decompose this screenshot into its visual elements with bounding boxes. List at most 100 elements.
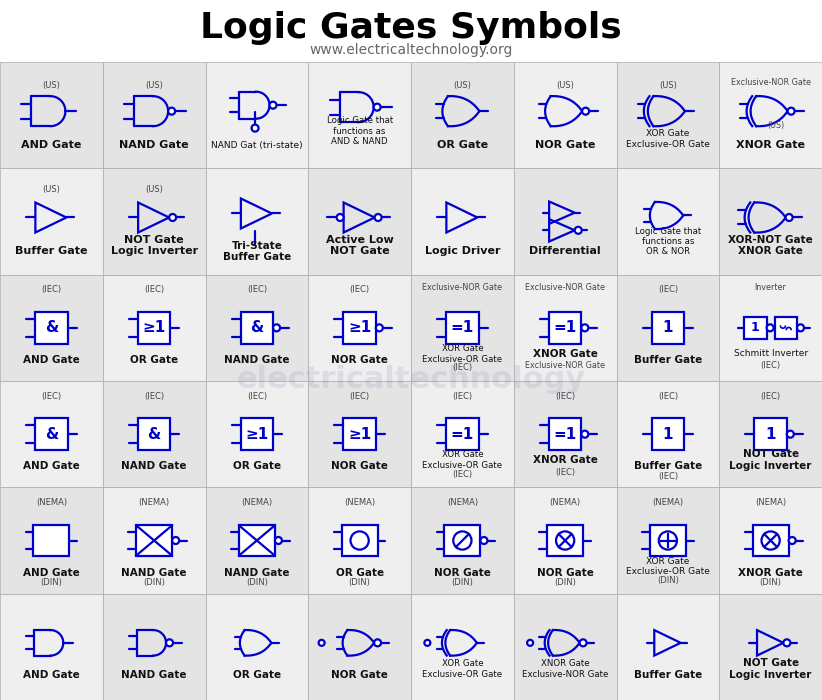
Bar bbox=[308, 381, 411, 487]
Text: NOR Gate: NOR Gate bbox=[331, 355, 388, 365]
Bar bbox=[411, 594, 514, 700]
Bar bbox=[35, 312, 67, 344]
Bar bbox=[616, 168, 719, 274]
Bar bbox=[774, 316, 797, 339]
Text: XNOR Gate: XNOR Gate bbox=[738, 568, 803, 578]
Circle shape bbox=[787, 430, 794, 438]
Bar bbox=[514, 594, 616, 700]
Text: NAND Gate: NAND Gate bbox=[122, 461, 187, 471]
Text: NOR Gate: NOR Gate bbox=[331, 461, 388, 471]
Bar bbox=[547, 525, 583, 556]
Text: XNOR Gate: XNOR Gate bbox=[533, 455, 598, 466]
Text: NOT Gate
Logic Inverter: NOT Gate Logic Inverter bbox=[729, 658, 812, 680]
Text: Buffer Gate: Buffer Gate bbox=[15, 246, 88, 256]
Text: (IEC): (IEC) bbox=[452, 470, 473, 479]
Text: electricaltechnology: electricaltechnology bbox=[237, 365, 585, 395]
Bar bbox=[344, 418, 376, 450]
Circle shape bbox=[581, 324, 589, 331]
Text: AND Gate: AND Gate bbox=[23, 568, 80, 578]
Text: &: & bbox=[147, 427, 161, 442]
Text: XOR Gate
Exclusive-OR Gate: XOR Gate Exclusive-OR Gate bbox=[423, 451, 502, 470]
Text: NOR Gate: NOR Gate bbox=[331, 670, 388, 680]
Circle shape bbox=[787, 108, 795, 115]
Bar bbox=[308, 594, 411, 700]
Text: (NEMA): (NEMA) bbox=[344, 498, 375, 507]
Text: (US): (US) bbox=[145, 185, 163, 194]
Text: (IEC): (IEC) bbox=[144, 286, 164, 294]
Bar bbox=[514, 381, 616, 487]
Text: AND Gate: AND Gate bbox=[23, 355, 80, 365]
Circle shape bbox=[453, 531, 472, 550]
Text: XOR Gate
Exclusive-OR Gate: XOR Gate Exclusive-OR Gate bbox=[626, 130, 710, 149]
Text: 1: 1 bbox=[663, 427, 673, 442]
Bar bbox=[652, 418, 684, 450]
Text: NAND Gat (tri-state): NAND Gat (tri-state) bbox=[211, 141, 302, 150]
Text: (US): (US) bbox=[659, 80, 677, 90]
Bar bbox=[0, 594, 103, 700]
Text: OR Gate: OR Gate bbox=[233, 670, 281, 680]
Circle shape bbox=[480, 537, 487, 544]
Text: Exclusive-NOR Gate: Exclusive-NOR Gate bbox=[423, 284, 502, 293]
Bar bbox=[755, 418, 787, 450]
Text: (NEMA): (NEMA) bbox=[755, 498, 786, 507]
Text: (IEC): (IEC) bbox=[41, 286, 62, 294]
Bar bbox=[35, 418, 67, 450]
Circle shape bbox=[166, 639, 173, 646]
Text: =1: =1 bbox=[553, 321, 577, 335]
Text: NAND Gate: NAND Gate bbox=[122, 670, 187, 680]
Text: Differential: Differential bbox=[529, 246, 601, 256]
Text: ≥1: ≥1 bbox=[348, 427, 372, 442]
Bar bbox=[411, 168, 514, 274]
Text: (IEC): (IEC) bbox=[658, 286, 678, 294]
Text: AND Gate: AND Gate bbox=[23, 670, 80, 680]
Text: (IEC): (IEC) bbox=[760, 392, 781, 400]
Bar bbox=[206, 381, 308, 487]
Text: =1: =1 bbox=[450, 321, 474, 335]
Text: (US): (US) bbox=[767, 120, 784, 130]
Circle shape bbox=[658, 531, 677, 550]
Text: =1: =1 bbox=[450, 427, 474, 442]
Bar bbox=[411, 274, 514, 381]
Text: (US): (US) bbox=[43, 185, 60, 194]
Text: AND Gate: AND Gate bbox=[21, 140, 81, 150]
Circle shape bbox=[797, 324, 804, 331]
Bar bbox=[103, 62, 206, 168]
Bar bbox=[719, 381, 822, 487]
Text: (IEC): (IEC) bbox=[349, 286, 370, 294]
Bar bbox=[206, 62, 308, 168]
Circle shape bbox=[788, 537, 796, 544]
Text: (IEC): (IEC) bbox=[658, 392, 678, 400]
Bar bbox=[206, 168, 308, 274]
Text: (DIN): (DIN) bbox=[143, 578, 165, 587]
Text: OR Gate: OR Gate bbox=[233, 461, 281, 471]
Bar bbox=[0, 62, 103, 168]
Circle shape bbox=[424, 640, 431, 646]
Text: (US): (US) bbox=[43, 80, 60, 90]
Text: Tri-State
Buffer Gate: Tri-State Buffer Gate bbox=[223, 241, 291, 262]
Text: &: & bbox=[250, 321, 264, 335]
Bar bbox=[0, 487, 103, 594]
Text: XNOR Gate: XNOR Gate bbox=[737, 140, 805, 150]
Text: XOR Gate
Exclusive-OR Gate: XOR Gate Exclusive-OR Gate bbox=[423, 344, 502, 363]
Bar bbox=[206, 594, 308, 700]
Text: Inverter: Inverter bbox=[755, 284, 787, 293]
Text: NOT Gate
Logic Inverter: NOT Gate Logic Inverter bbox=[729, 449, 812, 471]
Circle shape bbox=[252, 125, 259, 132]
Text: 1: 1 bbox=[765, 427, 776, 442]
Bar bbox=[136, 525, 172, 556]
Text: NOR Gate: NOR Gate bbox=[535, 140, 595, 150]
Bar bbox=[652, 312, 684, 344]
Text: (NEMA): (NEMA) bbox=[447, 498, 478, 507]
Text: (IEC): (IEC) bbox=[555, 468, 575, 477]
Bar bbox=[514, 168, 616, 274]
Text: (DIN): (DIN) bbox=[246, 578, 268, 587]
Circle shape bbox=[350, 531, 369, 550]
Circle shape bbox=[270, 102, 276, 108]
Text: (IEC): (IEC) bbox=[555, 392, 575, 400]
Bar bbox=[514, 274, 616, 381]
Text: (IEC): (IEC) bbox=[41, 392, 62, 400]
Text: OR Gate: OR Gate bbox=[436, 140, 488, 150]
Bar bbox=[650, 525, 686, 556]
Circle shape bbox=[582, 108, 589, 115]
Bar bbox=[446, 418, 478, 450]
